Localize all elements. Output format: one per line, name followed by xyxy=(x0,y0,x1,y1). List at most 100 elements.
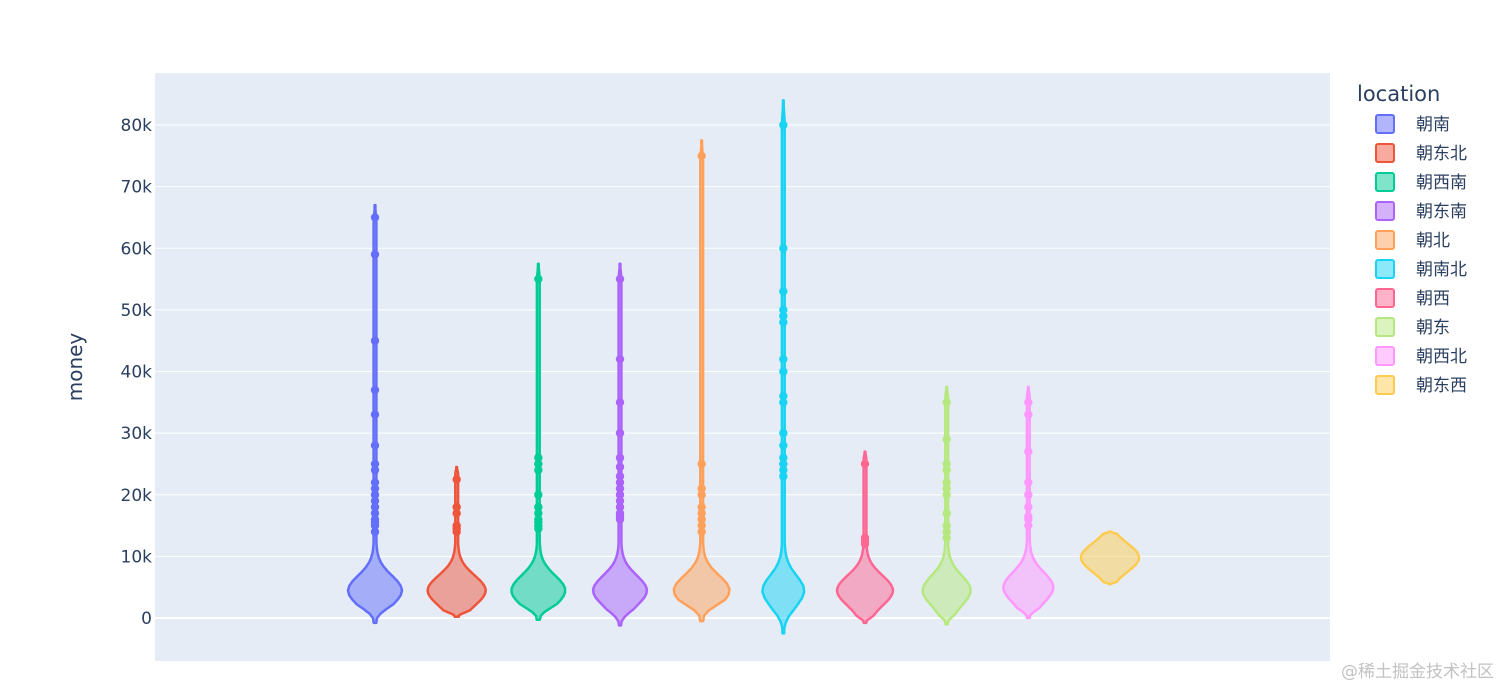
outlier-point xyxy=(697,484,706,493)
legend-label: 朝北 xyxy=(1416,231,1450,251)
outlier-point xyxy=(779,465,788,475)
outlier-point xyxy=(370,527,380,536)
outlier-point xyxy=(1024,490,1033,499)
legend-swatch xyxy=(1375,172,1395,192)
outlier-point xyxy=(534,274,543,284)
legend-swatch xyxy=(1375,259,1395,279)
outlier-point xyxy=(697,509,706,518)
outlier-point xyxy=(534,459,543,469)
violin-3 xyxy=(591,262,649,627)
outlier-point xyxy=(615,478,625,487)
outlier-point xyxy=(779,459,788,469)
y-tick-label: 10k xyxy=(121,547,153,567)
outlier-point xyxy=(452,475,461,484)
outlier-point xyxy=(697,515,706,524)
outlier-point xyxy=(370,441,380,450)
outlier-point xyxy=(370,509,380,518)
legend-label: 朝东南 xyxy=(1416,202,1467,222)
outlier-point xyxy=(534,509,543,518)
outlier-point xyxy=(942,509,951,518)
outlier-point xyxy=(615,462,625,472)
outlier-point xyxy=(370,250,380,259)
outlier-point xyxy=(615,398,625,407)
outlier-point xyxy=(697,527,706,536)
legend-title: location xyxy=(1357,82,1440,106)
outlier-point xyxy=(370,484,380,493)
outlier-point xyxy=(370,490,380,499)
legend-swatch xyxy=(1375,230,1395,250)
outlier-point xyxy=(370,336,380,345)
legend-swatch xyxy=(1375,317,1395,337)
y-tick-label: 50k xyxy=(121,301,153,321)
legend-swatch xyxy=(1375,143,1395,163)
violin-5 xyxy=(761,99,806,635)
outlier-point xyxy=(534,490,543,499)
outlier-point xyxy=(452,502,461,512)
outlier-point xyxy=(615,354,625,364)
y-tick-label: 0 xyxy=(141,609,152,629)
legend-item: 朝南北 xyxy=(1375,259,1467,280)
legend-label: 朝东 xyxy=(1416,318,1450,338)
outlier-point xyxy=(779,441,788,450)
legend-item: 朝南 xyxy=(1375,114,1450,135)
outlier-point xyxy=(534,465,543,475)
outlier-point xyxy=(942,465,951,475)
legend-swatch xyxy=(1375,375,1395,395)
outlier-point xyxy=(1024,478,1033,487)
violin-body xyxy=(426,465,487,619)
legend-label: 朝西南 xyxy=(1416,173,1467,193)
outlier-point xyxy=(942,484,951,493)
outlier-point xyxy=(534,524,543,533)
outlier-point xyxy=(534,502,543,512)
outlier-point xyxy=(779,244,788,253)
legend-swatch xyxy=(1375,201,1395,221)
outlier-point xyxy=(370,478,380,487)
plot-area xyxy=(155,73,1330,661)
outlier-point xyxy=(779,398,788,407)
y-tick-label: 70k xyxy=(121,178,153,198)
outlier-point xyxy=(370,459,380,469)
violin-0 xyxy=(346,203,404,625)
outlier-point xyxy=(615,484,625,493)
outlier-point xyxy=(697,459,706,469)
outlier-point xyxy=(779,367,788,376)
outlier-point xyxy=(697,521,706,530)
outlier-point xyxy=(942,521,951,530)
legend-label: 朝西 xyxy=(1416,289,1450,309)
legend-item: 朝西北 xyxy=(1375,346,1467,367)
outlier-point xyxy=(779,453,788,462)
outlier-point xyxy=(615,472,625,481)
legend-label: 朝西北 xyxy=(1416,347,1467,367)
outlier-point xyxy=(1024,515,1033,524)
legend-item: 朝东北 xyxy=(1375,143,1467,164)
violin-4 xyxy=(672,139,731,623)
legend-label: 朝南 xyxy=(1416,115,1450,135)
outlier-point xyxy=(779,428,788,438)
outlier-point xyxy=(534,453,543,462)
outlier-point xyxy=(370,496,380,506)
outlier-point xyxy=(942,478,951,487)
legend-label: 朝南北 xyxy=(1416,260,1467,280)
outlier-point xyxy=(370,385,380,395)
outlier-point xyxy=(615,453,625,462)
violin-8 xyxy=(1002,385,1055,620)
outlier-point xyxy=(452,527,461,536)
outlier-point xyxy=(615,502,625,512)
outlier-point xyxy=(942,533,951,543)
violin-body xyxy=(921,385,972,626)
violin-6 xyxy=(835,450,895,625)
y-tick-label: 30k xyxy=(121,424,153,444)
violin-2 xyxy=(510,262,567,622)
outlier-point xyxy=(942,527,951,536)
outlier-point xyxy=(615,515,625,524)
legend-item: 朝东 xyxy=(1375,317,1450,338)
violins xyxy=(346,99,1141,635)
outlier-point xyxy=(779,287,788,296)
legend-item: 朝北 xyxy=(1375,230,1450,251)
outlier-point xyxy=(615,496,625,506)
violin-body xyxy=(1002,385,1055,620)
legend-swatch xyxy=(1375,346,1395,366)
legend-swatch xyxy=(1375,288,1395,308)
outlier-point xyxy=(370,410,380,419)
